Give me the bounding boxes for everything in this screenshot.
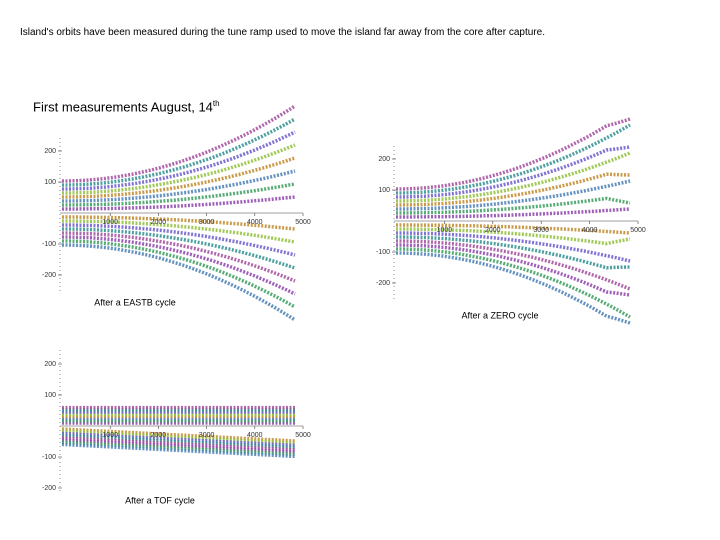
y-tick-label: 100 [44, 179, 56, 186]
orbit-trace [62, 182, 296, 207]
orbit-trace [62, 117, 296, 187]
y-tick-label: 200 [44, 361, 56, 368]
orbit-trace [62, 219, 296, 244]
y-tick-label: -100 [42, 454, 56, 461]
orbit-trace [61, 440, 296, 456]
y-tick-label: -200 [42, 272, 56, 279]
x-tick-label: 1000 [102, 432, 118, 439]
x-tick-label: 4000 [247, 219, 263, 226]
orbit-trace [396, 151, 631, 203]
plot: 200 100 -100 -200 1000 2000 3000 4000 5000 After … [376, 117, 646, 325]
orbit-trace [62, 243, 296, 322]
orbit-trace [396, 179, 631, 211]
x-tick-label: 3000 [199, 219, 215, 226]
y-tick-label: 200 [378, 156, 390, 163]
orbit-trace [62, 169, 296, 203]
y-tick-label: 100 [44, 392, 56, 399]
plot: 200 100 -100 -200 1000 2000 3000 4000 5000 After … [42, 350, 311, 505]
x-tick-label: 2000 [485, 227, 501, 234]
subtitle-sup: th [212, 99, 220, 108]
x-tick-label: 5000 [295, 219, 311, 226]
x-tick-label: 4000 [247, 432, 263, 439]
orbit-trace [62, 223, 296, 257]
orbit-trace [61, 433, 296, 450]
y-tick-label: -100 [376, 249, 390, 256]
plot-caption: After a ZERO cycle [461, 310, 538, 320]
orbit-trace [62, 143, 296, 195]
plot: 200 100 -100 -200 1000 2000 3000 4000 5000 After … [42, 104, 311, 322]
orbit-trace [61, 429, 296, 445]
orbit-trace [62, 231, 296, 283]
subtitle: First measurements August, 14th [33, 99, 220, 114]
orbit-trace [61, 438, 296, 454]
orbit-trace [62, 130, 296, 191]
orbit-trace [62, 235, 296, 296]
plot-caption: After a EASTB cycle [94, 297, 176, 307]
x-tick-label: 3000 [533, 227, 549, 234]
y-tick-label: 100 [378, 187, 390, 194]
orbit-trace [62, 239, 296, 309]
plot-caption: After a TOF cycle [125, 495, 195, 505]
y-tick-label: -200 [376, 280, 390, 287]
x-tick-label: 2000 [151, 432, 167, 439]
orbit-trace [396, 117, 631, 191]
orbit-trace [396, 251, 631, 325]
orbit-trace [396, 207, 631, 219]
orbit-trace [396, 196, 631, 215]
orbit-trace [396, 239, 631, 291]
x-tick-label: 2000 [151, 219, 167, 226]
orbit-trace [396, 145, 631, 199]
y-tick-label: -100 [42, 241, 56, 248]
orbit-trace [396, 243, 631, 297]
orbit-trace [396, 227, 631, 246]
orbit-trace [61, 431, 296, 448]
orbit-trace [61, 442, 296, 459]
x-tick-label: 1000 [102, 219, 118, 226]
orbit-trace [62, 195, 296, 211]
x-tick-label: 1000 [437, 227, 453, 234]
orbit-trace [62, 104, 296, 183]
orbit-trace [396, 247, 631, 319]
orbit-trace [396, 223, 631, 235]
x-tick-label: 5000 [295, 432, 311, 439]
x-tick-label: 4000 [582, 227, 598, 234]
orbit-trace [396, 172, 631, 207]
header-text: Island's orbits have been measured durin… [20, 27, 545, 38]
y-tick-label: 200 [44, 148, 56, 155]
orbit-trace [62, 156, 296, 199]
orbit-trace [396, 123, 631, 195]
orbit-trace [61, 436, 296, 452]
orbit-trace [62, 215, 296, 231]
x-tick-label: 3000 [199, 432, 215, 439]
subtitle-text: First measurements August, 14 [33, 99, 213, 115]
orbit-trace [62, 227, 296, 270]
orbit-trace [396, 231, 631, 263]
orbit-trace [61, 427, 296, 443]
y-tick-label: -200 [42, 485, 56, 492]
orbit-trace [396, 235, 631, 270]
x-tick-label: 5000 [630, 227, 646, 234]
